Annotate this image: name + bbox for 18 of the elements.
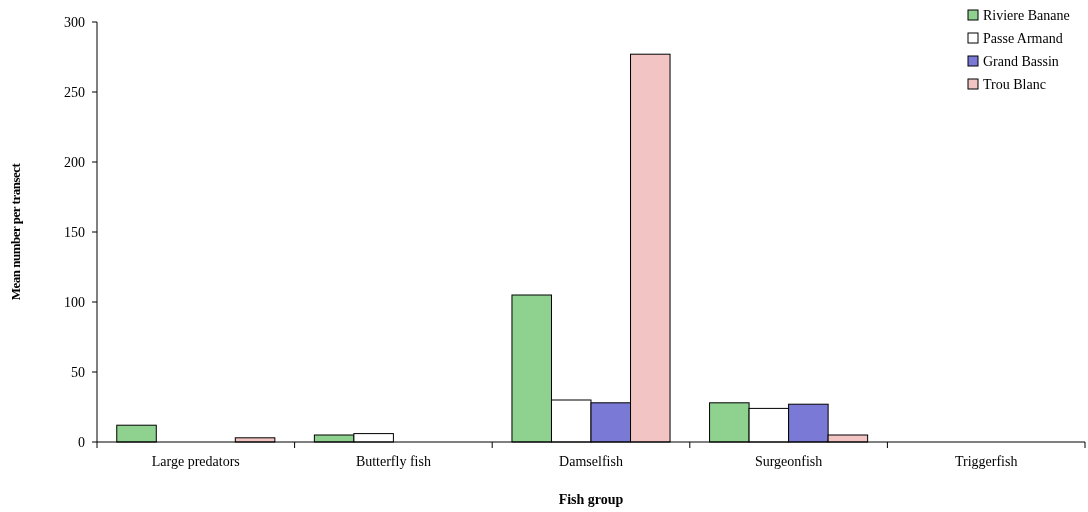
- y-tick-label: 100: [64, 294, 85, 310]
- x-tick-label: Large predators: [151, 454, 240, 469]
- x-tick-label: Butterfly fish: [355, 454, 431, 469]
- y-tick-label: 0: [78, 434, 85, 450]
- y-tick-label: 50: [71, 364, 85, 380]
- y-tick-label: 200: [64, 154, 85, 170]
- y-tick-label: 300: [64, 14, 85, 30]
- y-axis-title: Mean number per transect: [8, 162, 23, 301]
- legend-label: Trou Blanc: [983, 76, 1046, 92]
- x-axis-title: Fish group: [558, 492, 624, 507]
- y-tick-label: 150: [64, 224, 85, 240]
- x-tick-label: Damselfish: [559, 454, 623, 469]
- x-tick-label: Surgeonfish: [754, 454, 823, 469]
- y-tick-label: 250: [64, 84, 85, 100]
- legend-label: Passe Armand: [983, 30, 1063, 46]
- legend-label: Grand Bassin: [983, 53, 1059, 69]
- legend-label: Riviere Banane: [983, 7, 1070, 23]
- x-tick-label: Triggerfish: [954, 454, 1018, 469]
